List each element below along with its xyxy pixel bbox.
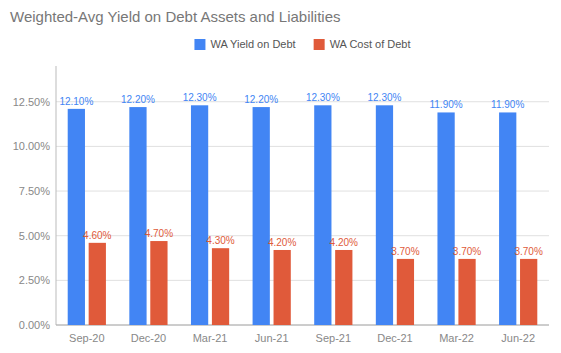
data-label: 11.90% (491, 99, 524, 110)
bar (150, 241, 167, 325)
bars (68, 105, 538, 325)
x-tick-label: Jun-21 (255, 332, 289, 344)
data-label: 3.70% (391, 246, 419, 257)
data-label: 4.20% (268, 237, 296, 248)
bar (253, 107, 270, 325)
y-tick-label: 12.50% (13, 96, 51, 108)
x-tick-label: Jun-22 (501, 332, 535, 344)
bar (314, 105, 331, 325)
y-axis: 0.00% 2.50% 5.00% 7.50% 10.00% 12.50% (13, 96, 549, 331)
bar (89, 243, 106, 325)
chart: Weighted-Avg Yield on Debt Assets and Li… (0, 0, 561, 353)
data-label: 11.90% (429, 99, 462, 110)
x-tick-label: Mar-22 (439, 332, 474, 344)
x-tick-label: Sep-21 (316, 332, 351, 344)
data-label: 4.30% (206, 235, 234, 246)
bar (212, 248, 229, 325)
y-tick-label: 7.50% (19, 185, 50, 197)
legend-label: WA Cost of Debt (330, 38, 411, 50)
x-tick-label: Dec-20 (131, 332, 166, 344)
data-label: 12.20% (244, 94, 278, 105)
bar (335, 250, 352, 325)
bar (68, 109, 85, 325)
y-axis-line (56, 66, 57, 325)
data-label: 12.30% (368, 92, 402, 103)
legend-item: WA Yield on Debt (194, 38, 295, 50)
legend-swatch (314, 39, 325, 50)
x-tick-label: Sep-20 (69, 332, 104, 344)
legend-item: WA Cost of Debt (314, 38, 411, 50)
bar (437, 112, 454, 325)
data-label: 4.20% (330, 237, 358, 248)
x-tick-label: Mar-21 (193, 332, 228, 344)
x-axis: Sep-20 Dec-20 Mar-21 Jun-21 Sep-21 Dec-21 Mar-… (69, 332, 535, 344)
bar (191, 105, 208, 325)
data-label: 12.30% (183, 92, 217, 103)
data-label: 3.70% (453, 246, 481, 257)
bar (520, 259, 537, 325)
data-label: 12.20% (121, 94, 155, 105)
legend-label: WA Yield on Debt (210, 38, 295, 50)
data-label: 4.60% (83, 230, 111, 241)
data-label: 12.10% (59, 96, 93, 107)
data-label: 12.30% (306, 92, 340, 103)
title: Weighted-Avg Yield on Debt Assets and Li… (10, 8, 340, 25)
data-label: 3.70% (514, 246, 542, 257)
data-labels: 12.10% 12.20% 12.30% 12.20% 12.30% 12.30% 11.9… (59, 92, 543, 257)
bar (499, 112, 516, 325)
bar (274, 250, 291, 325)
bar (397, 259, 414, 325)
y-tick-label: 2.50% (19, 274, 50, 286)
bar (129, 107, 146, 325)
y-tick-label: 5.00% (19, 230, 50, 242)
legend: WA Yield on Debt WA Cost of Debt (194, 38, 410, 50)
x-tick-label: Dec-21 (377, 332, 412, 344)
data-label: 4.70% (145, 228, 173, 239)
bar (458, 259, 475, 325)
legend-swatch (194, 39, 205, 50)
y-tick-label: 0.00% (19, 319, 50, 331)
y-tick-label: 10.00% (13, 140, 51, 152)
bar (376, 105, 393, 325)
